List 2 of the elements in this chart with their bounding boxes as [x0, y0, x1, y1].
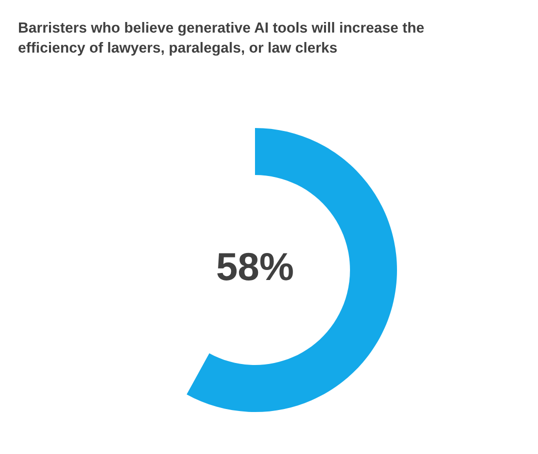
- chart-title: Barristers who believe generative AI tools will increase the efficiency of lawyers, paralegals, or law clerks: [18, 22, 424, 56]
- data-label: 58%: [217, 252, 293, 280]
